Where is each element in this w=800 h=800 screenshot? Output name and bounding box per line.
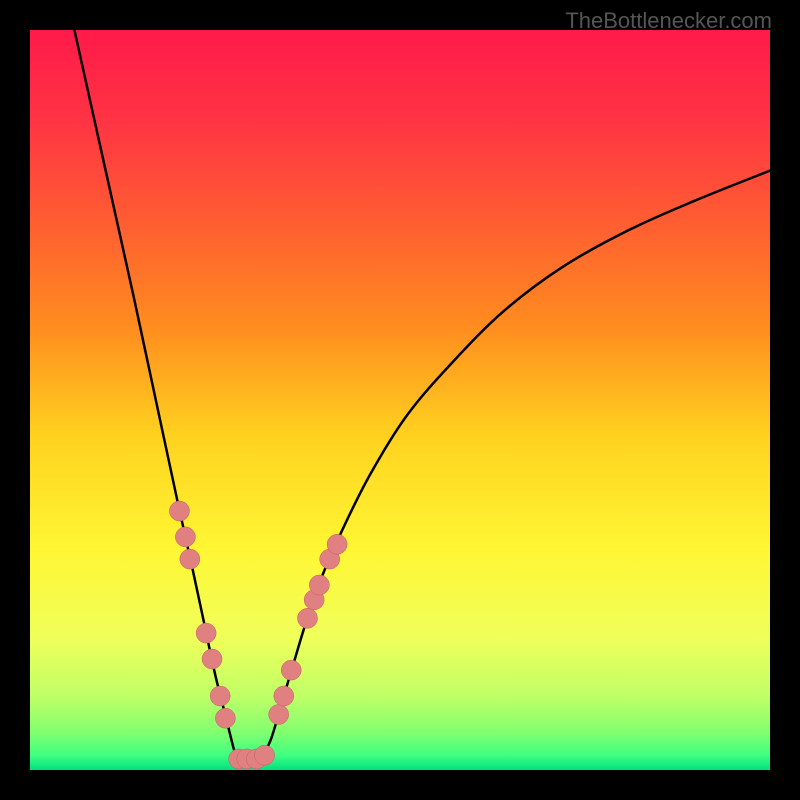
- data-markers-group: [169, 501, 347, 769]
- data-marker: [210, 686, 230, 706]
- chart-container: TheBottlenecker.com: [0, 0, 800, 800]
- data-marker: [269, 705, 289, 725]
- chart-svg-layer: [0, 0, 800, 800]
- bottleneck-curve: [74, 30, 770, 760]
- data-marker: [309, 575, 329, 595]
- data-marker: [255, 745, 275, 765]
- data-marker: [175, 527, 195, 547]
- data-marker: [196, 623, 216, 643]
- data-marker: [298, 608, 318, 628]
- data-marker: [274, 686, 294, 706]
- data-marker: [215, 708, 235, 728]
- data-marker: [169, 501, 189, 521]
- data-marker: [180, 549, 200, 569]
- data-marker: [281, 660, 301, 680]
- data-marker: [202, 649, 222, 669]
- data-marker: [327, 534, 347, 554]
